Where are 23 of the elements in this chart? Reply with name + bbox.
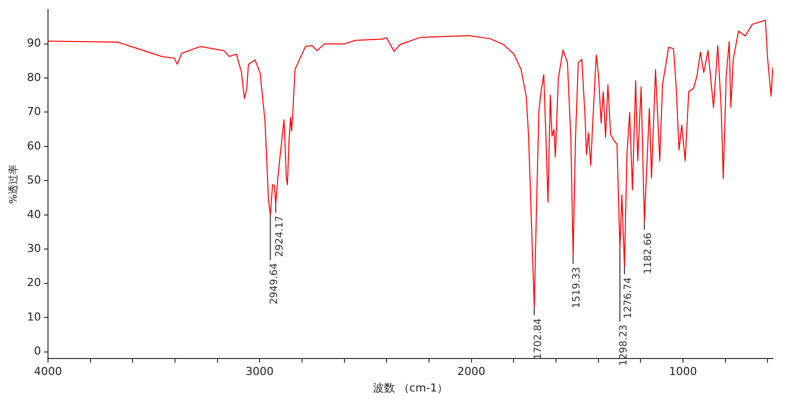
x-axis-title: 波数 （cm-1） (372, 381, 448, 394)
y-tick-label: 30 (26, 242, 41, 255)
y-tick-label: 50 (26, 174, 41, 187)
y-tick-label: 40 (26, 208, 41, 221)
annotation: 1276.74 (623, 277, 634, 319)
y-tick-label: 0 (34, 344, 41, 358)
y-tick-label: 90 (26, 36, 41, 50)
x-tick-label: 1000 (669, 365, 698, 378)
y-tick-label: 70 (26, 105, 41, 118)
x-tick-label: 3000 (246, 365, 274, 378)
x-tick-label: 2000 (457, 365, 486, 378)
annotation: 1519.33 (572, 266, 583, 308)
y-axis-title: %透过率 (8, 164, 20, 204)
annotation: 1182.66 (642, 232, 654, 274)
annotation: 1298.23 (618, 324, 630, 366)
annotation: 1702.84 (532, 318, 544, 360)
annotation: 2924.17 (274, 216, 286, 257)
x-tick-label: 4000 (34, 365, 62, 378)
annotation: 2949.64 (268, 262, 280, 304)
y-tick-label: 60 (26, 139, 41, 152)
y-tick-label: 10 (26, 310, 41, 324)
y-tick-label: 20 (26, 276, 41, 290)
y-tick-label: 80 (26, 70, 41, 84)
